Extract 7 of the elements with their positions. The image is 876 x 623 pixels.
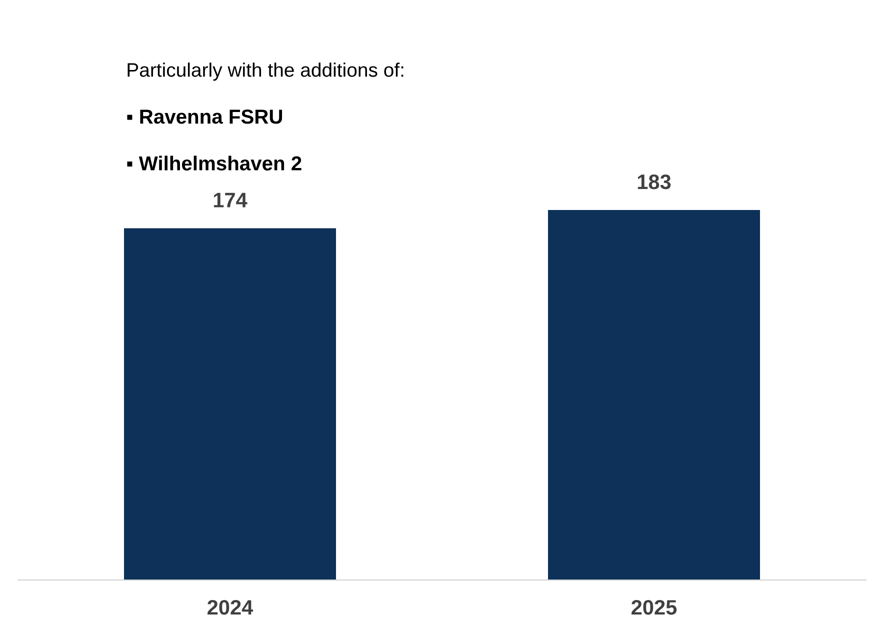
text: ▪ Ravenna FSRU bbox=[127, 110, 282, 124]
data-label: 183 bbox=[638, 174, 671, 190]
text: ▪ Wilhelmshaven 2 bbox=[127, 156, 302, 170]
x-tick-label: 2024 bbox=[208, 600, 254, 615]
data-label: 174 bbox=[214, 192, 248, 208]
text: Particularly with the additions of: bbox=[128, 62, 404, 81]
x-tick-label: 2025 bbox=[632, 600, 677, 615]
